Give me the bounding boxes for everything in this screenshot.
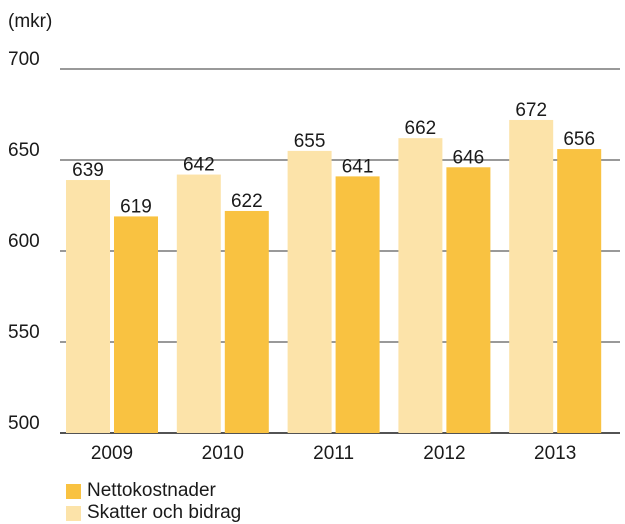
bar-2012-netto: [446, 167, 491, 433]
x-tick-labels: 2009 2010 2011 2012 2013: [91, 443, 576, 464]
value-label-2011-netto: 641: [342, 156, 374, 177]
bar-2010-netto: [224, 210, 269, 433]
x-tick-2012: 2012: [423, 443, 465, 464]
bar-2012-skatter: [398, 138, 443, 433]
bar-2013-netto: [557, 149, 602, 433]
legend-item-skatter: Skatter och bidrag: [66, 502, 241, 524]
value-label-2009-netto: 619: [120, 196, 152, 217]
legend-label-skatter: Skatter och bidrag: [87, 502, 242, 523]
value-labels: 639 619 642 622 655 641 662 646 672 656: [72, 100, 595, 217]
x-tick-2010: 2010: [202, 443, 244, 464]
y-tick-650: 650: [8, 140, 40, 161]
y-tick-labels: 500 550 600 650 700: [8, 49, 40, 434]
y-tick-700: 700: [8, 49, 40, 70]
y-tick-550: 550: [8, 322, 40, 343]
value-label-2010-netto: 622: [231, 191, 263, 212]
legend-swatch-skatter: [66, 505, 81, 521]
value-label-2013-skatter: 672: [515, 100, 547, 121]
bar-2009-netto: [114, 216, 158, 433]
bars: [66, 119, 602, 434]
value-label-2013-netto: 656: [563, 129, 595, 150]
y-tick-600: 600: [8, 231, 40, 252]
bar-2009-skatter: [66, 180, 110, 433]
x-tick-2009: 2009: [91, 443, 133, 464]
bar-chart: (mkr) 639 619 642 622 655 641 662 646 672 656 200…: [8, 11, 620, 464]
y-axis-label: (mkr): [8, 11, 52, 32]
y-tick-500: 500: [8, 413, 40, 434]
bar-2011-skatter: [287, 150, 332, 433]
bar-2011-netto: [335, 176, 380, 433]
legend-label-nettokostnader: Nettokostnader: [87, 480, 216, 501]
x-tick-2013: 2013: [534, 443, 576, 464]
legend: Nettokostnader Skatter och bidrag: [66, 480, 241, 524]
value-label-2011-skatter: 655: [294, 131, 326, 152]
bar-2010-skatter: [176, 174, 221, 433]
value-label-2012-netto: 646: [453, 147, 485, 168]
value-label-2012-skatter: 662: [405, 118, 437, 139]
legend-item-nettokostnader: Nettokostnader: [66, 480, 241, 502]
bar-2013-skatter: [509, 119, 554, 434]
legend-swatch-nettokostnader: [66, 483, 81, 499]
value-label-2010-skatter: 642: [183, 155, 215, 176]
value-label-2009-skatter: 639: [72, 160, 104, 181]
x-tick-2011: 2011: [313, 443, 354, 464]
